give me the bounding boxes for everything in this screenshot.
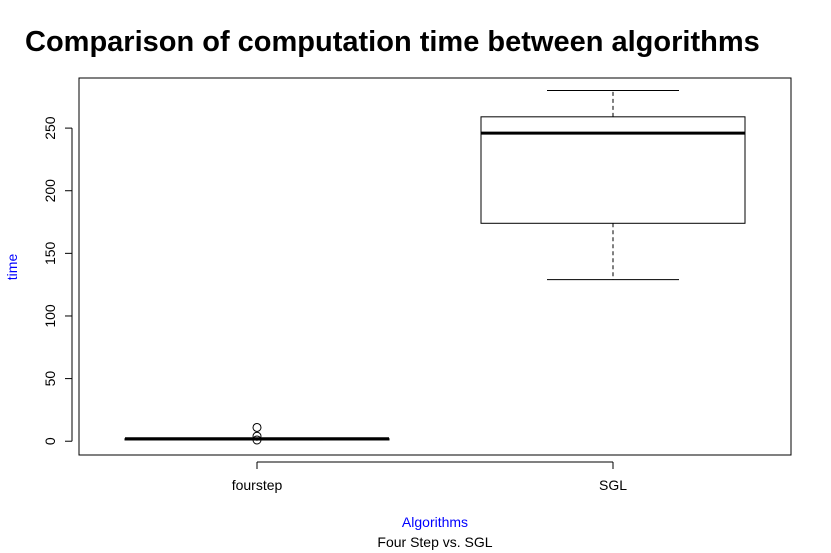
chart-title: Comparison of computation time between a… bbox=[25, 26, 760, 58]
y-tick-label: 150 bbox=[42, 241, 58, 265]
outlier-point bbox=[252, 422, 262, 432]
chart-subtitle: Four Step vs. SGL bbox=[377, 534, 492, 550]
plot-area-frame bbox=[78, 77, 792, 456]
y-tick-label: 50 bbox=[42, 371, 58, 387]
box-sgl bbox=[480, 90, 746, 281]
x-tick-label: fourstep bbox=[232, 477, 283, 493]
y-axis-label: time bbox=[4, 254, 20, 281]
box-series bbox=[124, 90, 746, 445]
y-tick-label: 200 bbox=[42, 179, 58, 203]
y-tick-label: 250 bbox=[42, 116, 58, 140]
x-axis: fourstep SGL bbox=[232, 461, 627, 493]
y-tick-label: 100 bbox=[42, 304, 58, 328]
outlier-point bbox=[252, 431, 262, 441]
y-tick-label: 0 bbox=[42, 437, 58, 445]
outlier-point bbox=[252, 435, 262, 445]
box-fourstep bbox=[124, 422, 390, 445]
x-tick-label: SGL bbox=[599, 477, 627, 493]
y-axis: 0 50 100 150 200 250 bbox=[42, 116, 73, 445]
x-axis-label: Algorithms bbox=[402, 514, 468, 530]
